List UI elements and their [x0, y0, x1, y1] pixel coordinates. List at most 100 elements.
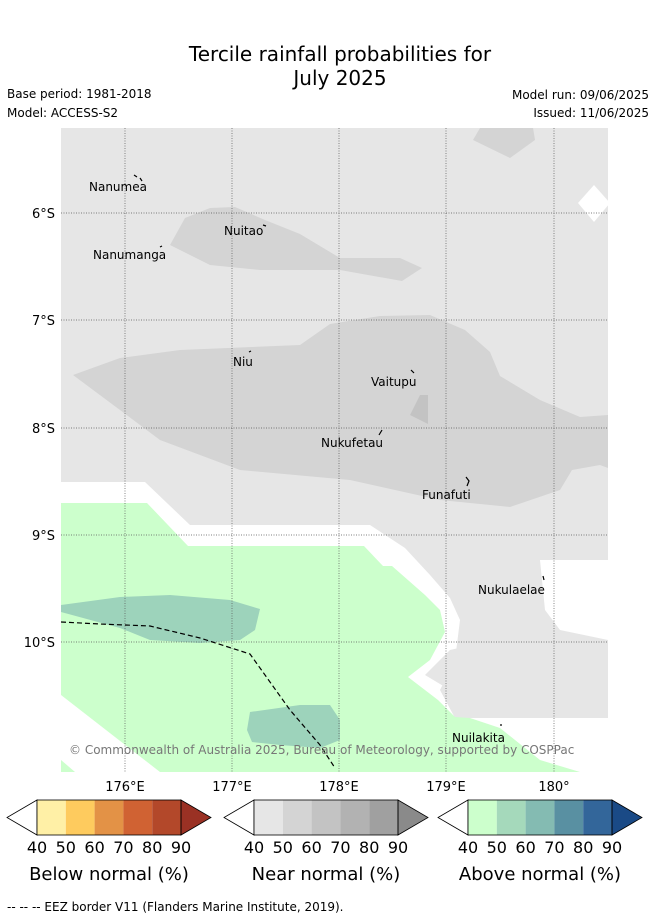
no-category-patch-east [540, 560, 608, 640]
near-normal-50-patch-top [473, 128, 535, 158]
near-tick-40: 40 [244, 838, 264, 857]
issued-date: Issued: 11/06/2025 [533, 106, 649, 120]
place-nuitao: Nuitao [224, 224, 263, 238]
place-nanumea: Nanumea [89, 180, 147, 194]
place-nukulaelae: Nukulaelae [478, 583, 545, 597]
above-tick-90: 90 [602, 838, 622, 857]
place-vaitupu: Vaitupu [371, 375, 417, 389]
above-normal-50-region [61, 595, 260, 643]
above-normal-50-patch [247, 705, 340, 748]
place-nuilakita: Nuilakita [452, 731, 505, 745]
near-tick-50: 50 [273, 838, 293, 857]
below-swatch-60 [94, 800, 124, 835]
island-nukulaelae [542, 575, 545, 581]
near-extend-high [397, 799, 429, 836]
above-extend-high [611, 799, 643, 836]
place-nukufetau: Nukufetau [321, 436, 383, 450]
no-category-corner [61, 695, 160, 772]
above-tick-50: 50 [487, 838, 507, 857]
island-nanumea [133, 174, 143, 182]
graticule [61, 128, 608, 772]
lon-label-179e: 179°E [426, 780, 466, 795]
map-area: Nanumea Nuitao Nanumanga Niu Vaitupu Nuk… [61, 128, 608, 772]
near-swatch-40 [254, 800, 283, 835]
above-tick-80: 80 [573, 838, 593, 857]
base-period: Base period: 1981-2018 [7, 87, 152, 101]
below-extend-low [6, 799, 38, 836]
lat-label-7s: 7°S [32, 314, 55, 329]
near-colorbar-title: Near normal (%) [252, 864, 401, 885]
below-tick-60: 60 [84, 838, 104, 857]
near-swatch-70 [340, 800, 370, 835]
below-tick-80: 80 [142, 838, 162, 857]
above-colorbar-title: Above normal (%) [459, 864, 621, 885]
colorbar-above-normal: 40 50 60 70 80 90 Above normal (%) [437, 799, 643, 885]
near-tick-70: 70 [330, 838, 350, 857]
longitude-labels: 176°E 177°E 178°E 179°E 180° [105, 780, 569, 795]
colorbar-near-normal: 40 50 60 70 80 90 Near normal (%) [223, 799, 429, 885]
below-swatch-40 [37, 800, 66, 835]
lon-label-177e: 177°E [212, 780, 252, 795]
near-normal-50-region-2 [73, 315, 608, 507]
island-nanumanga [159, 245, 163, 248]
above-tick-70: 70 [544, 838, 564, 857]
above-swatch-50 [496, 800, 526, 835]
no-category-diamond [578, 185, 608, 222]
above-swatch-70 [554, 800, 584, 835]
below-extend-high [180, 799, 212, 836]
above-swatch-40 [468, 800, 497, 835]
lon-label-180: 180° [538, 780, 569, 795]
above-tick-60: 60 [515, 838, 535, 857]
place-labels: Nanumea Nuitao Nanumanga Niu Vaitupu Nuk… [89, 180, 545, 745]
place-nanumanga: Nanumanga [93, 248, 166, 262]
eez-border [61, 621, 336, 769]
latitude-labels: 6°S 7°S 8°S 9°S 10°S [24, 207, 55, 651]
lon-label-176e: 176°E [105, 780, 145, 795]
near-tick-60: 60 [301, 838, 321, 857]
title-line-2: July 2025 [293, 66, 387, 90]
below-colorbar-title: Below normal (%) [29, 864, 189, 885]
map-title: Tercile rainfall probabilities for July … [0, 42, 655, 90]
below-tick-90: 90 [171, 838, 191, 857]
above-normal-40-region [61, 503, 580, 772]
island-niu [248, 350, 252, 353]
island-vaitupu [410, 369, 415, 374]
below-swatch-80 [152, 800, 181, 835]
colorbar-below-normal: 40 50 60 70 80 90 Below normal (%) [6, 799, 212, 885]
near-normal-60-patch [410, 395, 428, 424]
near-tick-90: 90 [388, 838, 408, 857]
near-swatch-60 [311, 800, 341, 835]
near-colorbar-outline [253, 799, 399, 836]
above-colorbar-outline [467, 799, 613, 836]
below-colorbar-outline [36, 799, 182, 836]
lat-label-9s: 9°S [32, 529, 55, 544]
above-tick-40: 40 [458, 838, 478, 857]
above-swatch-80 [583, 800, 612, 835]
model-name: Model: ACCESS-S2 [7, 106, 119, 120]
lon-label-178e: 178°E [319, 780, 359, 795]
copyright-credit: © Commonwealth of Australia 2025, Bureau… [69, 743, 574, 757]
above-swatch-60 [525, 800, 555, 835]
below-tick-40: 40 [27, 838, 47, 857]
near-normal-40-patch [425, 636, 530, 707]
island-funafuti [465, 476, 470, 487]
near-swatch-80 [369, 800, 398, 835]
place-funafuti: Funafuti [422, 488, 471, 502]
eez-legend-footer: -- -- -- EEZ border V11 (Flanders Marine… [7, 900, 344, 914]
islands [133, 174, 545, 726]
near-tick-80: 80 [359, 838, 379, 857]
below-swatch-70 [123, 800, 153, 835]
near-extend-low [223, 799, 255, 836]
title-line-1: Tercile rainfall probabilities for [188, 42, 492, 66]
lat-label-8s: 8°S [32, 422, 55, 437]
island-nukufetau [378, 429, 383, 436]
below-swatch-50 [65, 800, 95, 835]
near-normal-50-region-1 [170, 207, 422, 281]
island-nuitao [262, 224, 267, 227]
near-swatch-50 [282, 800, 312, 835]
model-run-date: Model run: 09/06/2025 [511, 88, 649, 102]
place-niu: Niu [233, 355, 253, 369]
lat-label-10s: 10°S [24, 636, 55, 651]
lat-label-6s: 6°S [32, 207, 55, 222]
